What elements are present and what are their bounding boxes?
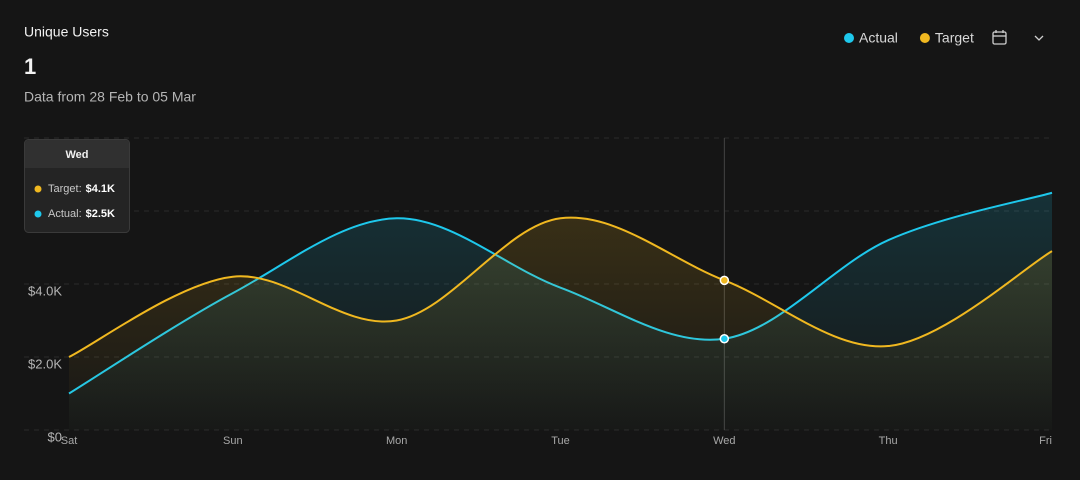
line	[68, 216, 1053, 358]
subtitle: Data from 28 Feb to 05 Mar	[24, 89, 196, 105]
legend-marker	[919, 33, 930, 43]
legend-label: Target	[935, 30, 974, 46]
tooltip-header	[25, 140, 129, 168]
x-tick-label: Tue	[551, 435, 570, 447]
y-tick-label: $0	[48, 429, 62, 444]
x-tick-label: Sun	[223, 435, 243, 447]
legend-marker	[844, 33, 854, 43]
tooltip-title: Wed	[65, 149, 88, 161]
tooltip-value: $2.5K	[86, 208, 115, 220]
tooltip-label: Actual:	[48, 208, 82, 220]
hover-point	[719, 334, 730, 344]
x-tick-label: Wed	[713, 435, 735, 447]
hover-point	[719, 275, 730, 286]
chart-title: Unique Users	[24, 24, 109, 40]
tooltip-value: $4.1K	[86, 183, 115, 195]
x-tick-label: Fri	[1039, 435, 1052, 447]
headline-value: 1	[24, 54, 36, 79]
y-tick-label: $4.0K	[28, 283, 62, 298]
tooltip: Wed Target: $4.1K Actual: $2.5K	[24, 139, 130, 233]
legend: Actual Target	[844, 30, 974, 46]
area	[69, 217, 1052, 430]
x-tick-label: Thu	[879, 435, 898, 447]
x-tick-label: Sat	[61, 435, 78, 447]
plot: $0 $2.0K $4.0K Sat Sun Mon Tue Wed Thu Fri	[24, 137, 1053, 447]
tooltip-marker	[34, 210, 42, 218]
y-tick-label: $2.0K	[28, 356, 62, 371]
dropdown-chevron[interactable]	[1034, 35, 1044, 41]
tooltip-label: Target:	[48, 183, 82, 195]
legend-label: Actual	[859, 30, 898, 46]
tooltip-marker	[34, 185, 42, 193]
calendar-button[interactable]	[992, 30, 1007, 45]
x-tick-label: Mon	[386, 435, 407, 447]
